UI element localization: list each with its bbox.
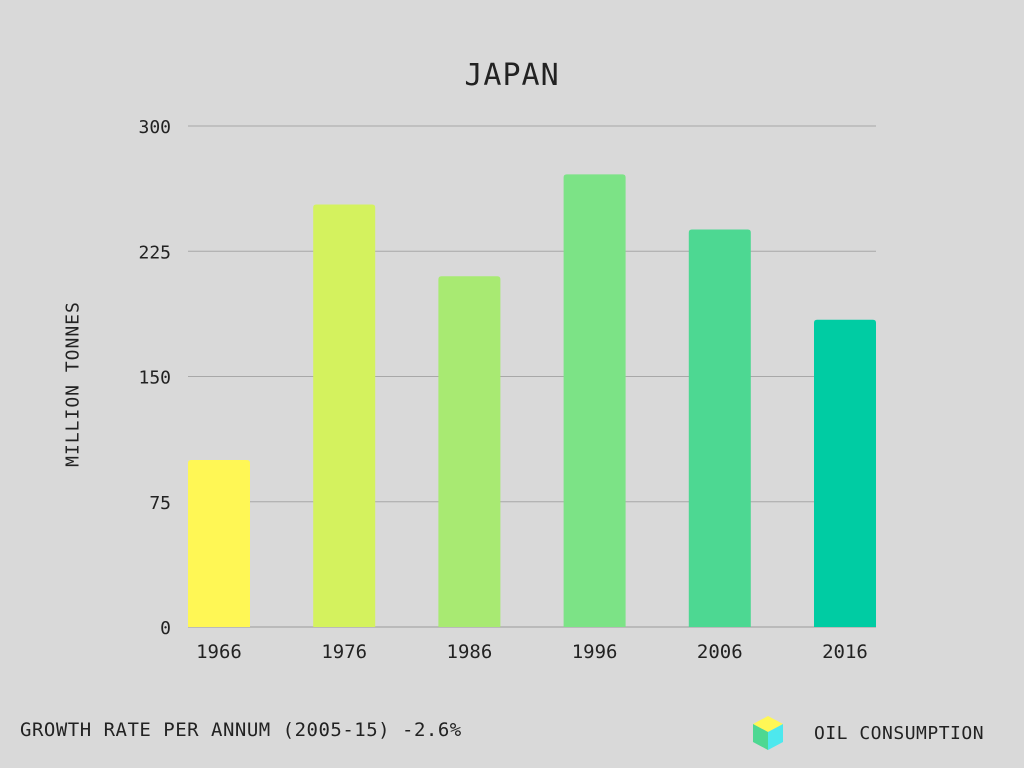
chart-title: JAPAN (464, 58, 560, 93)
y-tick-label: 300 (138, 117, 171, 138)
cube-icon (753, 716, 783, 750)
x-tick-label: 2006 (697, 641, 743, 663)
bar-1996 (563, 174, 626, 627)
bar-2016 (814, 319, 876, 627)
y-tick-label: 150 (138, 368, 171, 389)
y-tick-label: 225 (138, 242, 171, 263)
x-tick-label: 1966 (196, 641, 242, 663)
x-tick-label: 1976 (321, 641, 367, 663)
x-tick-label: 1996 (572, 641, 618, 663)
bar-1966 (188, 460, 250, 627)
x-tick-label: 1986 (447, 641, 493, 663)
legend: OIL CONSUMPTION (752, 715, 984, 751)
bar-2006 (688, 229, 751, 628)
legend-label: OIL CONSUMPTION (814, 722, 985, 744)
growth-rate-text: GROWTH RATE PER ANNUM (2005-15) -2.6% (20, 719, 462, 741)
x-tick-label: 2016 (822, 641, 868, 663)
y-tick-label: 75 (149, 493, 171, 514)
y-tick-label: 0 (160, 618, 171, 639)
bar-1976 (313, 204, 376, 628)
bar-1986 (438, 276, 501, 627)
y-axis-label: MILLION TONNES (62, 301, 84, 467)
